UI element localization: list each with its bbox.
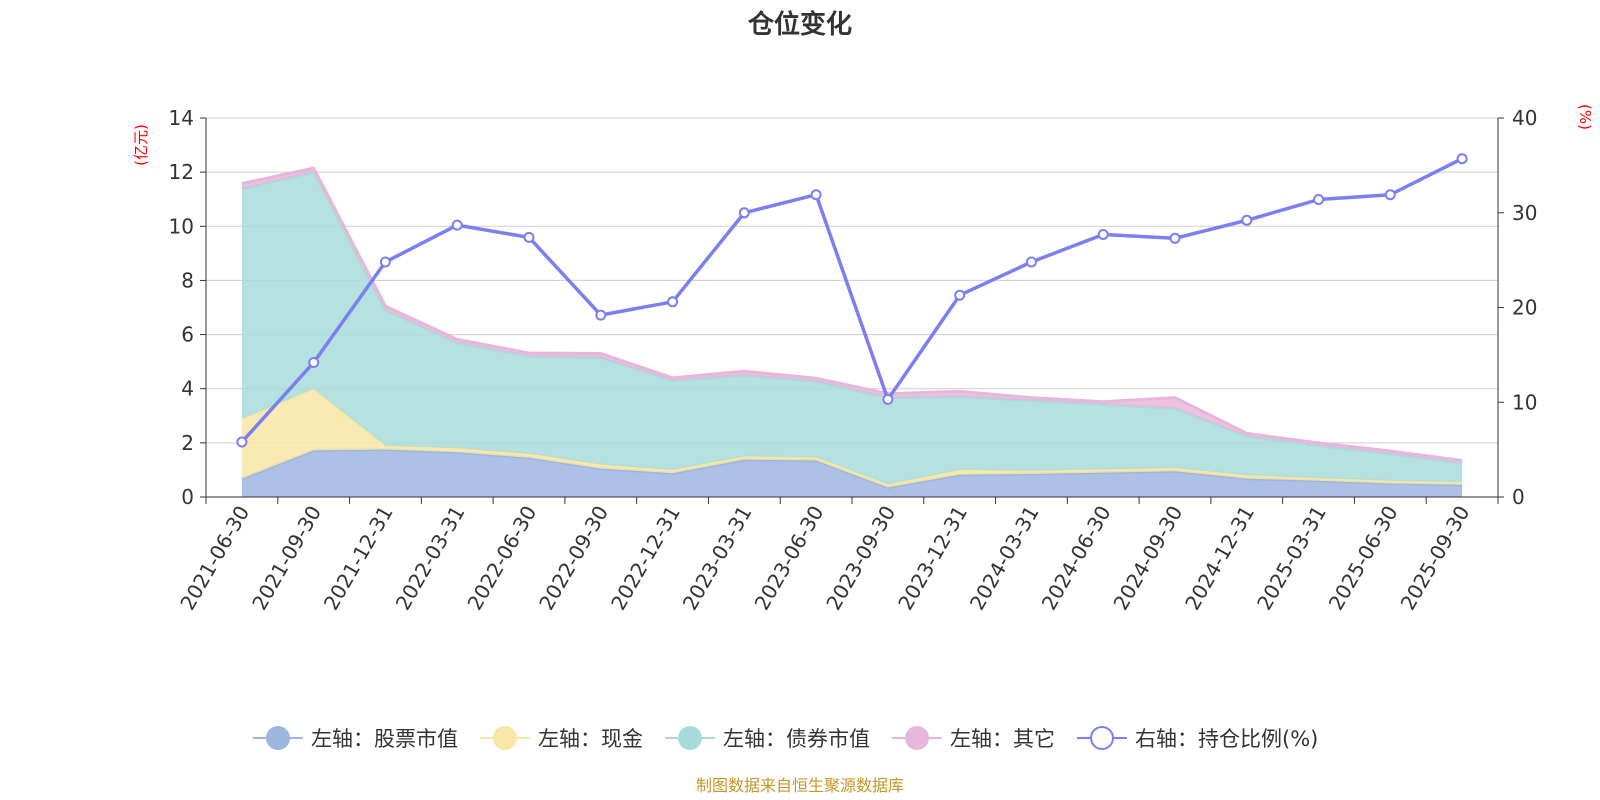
left-axis-tick-label: 4 xyxy=(181,377,194,401)
x-axis-tick-label: 2021-09-30 xyxy=(247,502,326,615)
right-axis-unit: (%) xyxy=(1576,104,1594,130)
legend-item-1: 左轴：现金 xyxy=(480,726,643,751)
right-axis-tick-label: 0 xyxy=(1512,485,1525,509)
legend-label: 左轴：其它 xyxy=(950,727,1055,751)
legend: 左轴：股票市值 左轴：现金 左轴：债券市值 左轴：其它 右轴：持仓比例(%) xyxy=(253,726,1318,751)
legend-marker xyxy=(493,726,517,750)
ratio-line-point xyxy=(954,289,966,301)
left-axis-tick-label: 2 xyxy=(181,431,194,455)
legend-marker xyxy=(905,726,929,750)
x-axis-tick-label: 2024-06-30 xyxy=(1037,502,1116,615)
right-axis-tick-label: 40 xyxy=(1512,106,1537,130)
legend-marker xyxy=(266,726,290,750)
ratio-line-point xyxy=(882,393,894,405)
ratio-line-point xyxy=(379,256,391,268)
ratio-line-point xyxy=(1097,229,1109,240)
ratio-line-point xyxy=(1313,194,1325,205)
x-axis-tick-label: 2025-09-30 xyxy=(1396,502,1475,615)
legend-item-4: 右轴：持仓比例(%) xyxy=(1077,726,1318,751)
legend-label: 左轴：股票市值 xyxy=(311,727,458,751)
legend-item-2: 左轴：债券市值 xyxy=(665,726,870,751)
ratio-line-point xyxy=(1169,232,1181,244)
legend-label: 右轴：持仓比例(%) xyxy=(1135,727,1318,751)
ratio-line-point xyxy=(1456,153,1468,165)
x-axis-tick-label: 2023-09-30 xyxy=(821,502,900,615)
chart-title: 仓位变化 xyxy=(747,9,852,40)
position-ratio-line xyxy=(236,153,1468,448)
ratio-line-point xyxy=(451,219,463,231)
x-axis-tick-label: 2023-03-31 xyxy=(678,502,757,615)
ratio-line-point xyxy=(308,357,320,368)
legend-marker xyxy=(678,726,702,750)
right-axis-tick-label: 30 xyxy=(1512,201,1537,225)
left-axis-tick-label: 8 xyxy=(181,268,194,292)
left-axis-tick-label: 14 xyxy=(169,106,194,130)
left-axis-tick-label: 6 xyxy=(181,323,194,347)
right-axis-tick-label: 20 xyxy=(1512,296,1537,320)
x-axis-tick-label: 2023-06-30 xyxy=(750,502,829,615)
area-series-2 xyxy=(241,172,1463,485)
legend-item-3: 左轴：其它 xyxy=(892,726,1055,751)
area-edge-series-3 xyxy=(241,166,1463,462)
x-axis-tick-label: 2025-03-31 xyxy=(1252,502,1331,615)
x-axis-tick-label: 2022-12-31 xyxy=(606,502,685,615)
left-axis-unit: (亿元) xyxy=(132,124,150,166)
right-axis-tick-label: 10 xyxy=(1512,390,1537,414)
x-axis-tick-label: 2022-09-30 xyxy=(534,502,613,615)
x-axis-tick-label: 2025-06-30 xyxy=(1324,502,1403,615)
ratio-line-point xyxy=(1025,256,1037,268)
ratio-line-point xyxy=(1384,189,1396,201)
ratio-line-point xyxy=(738,207,750,219)
ratio-line-point xyxy=(236,436,248,448)
left-axis-tick-label: 12 xyxy=(169,160,194,184)
left-axis-tick-label: 0 xyxy=(181,485,194,509)
ratio-line-point xyxy=(1241,214,1253,226)
left-axis-tick-label: 10 xyxy=(169,214,194,238)
legend-item-0: 左轴：股票市值 xyxy=(253,726,458,751)
ratio-line-point xyxy=(595,309,607,321)
ratio-line-point xyxy=(667,296,679,308)
legend-marker xyxy=(1090,726,1114,750)
x-axis-tick-label: 2021-12-31 xyxy=(319,502,398,615)
legend-label: 左轴：债券市值 xyxy=(723,727,870,751)
x-axis-tick-label: 2022-06-30 xyxy=(462,502,541,615)
x-axis-tick-label: 2024-03-31 xyxy=(965,502,1044,615)
x-axis-tick-label: 2021-06-30 xyxy=(175,502,254,615)
stacked-areas xyxy=(241,166,1463,497)
ratio-line-point xyxy=(523,231,535,243)
ratio-line-point xyxy=(810,189,822,201)
legend-label: 左轴：现金 xyxy=(538,727,643,751)
x-axis-tick-label: 2022-03-31 xyxy=(391,502,470,615)
x-axis-tick-label: 2024-12-31 xyxy=(1180,502,1259,615)
source-note: 制图数据来自恒生聚源数据库 xyxy=(696,776,904,795)
ratio-line-path xyxy=(240,157,1463,444)
x-axis-tick-label: 2023-12-31 xyxy=(893,502,972,615)
x-axis-tick-label: 2024-09-30 xyxy=(1108,502,1187,615)
